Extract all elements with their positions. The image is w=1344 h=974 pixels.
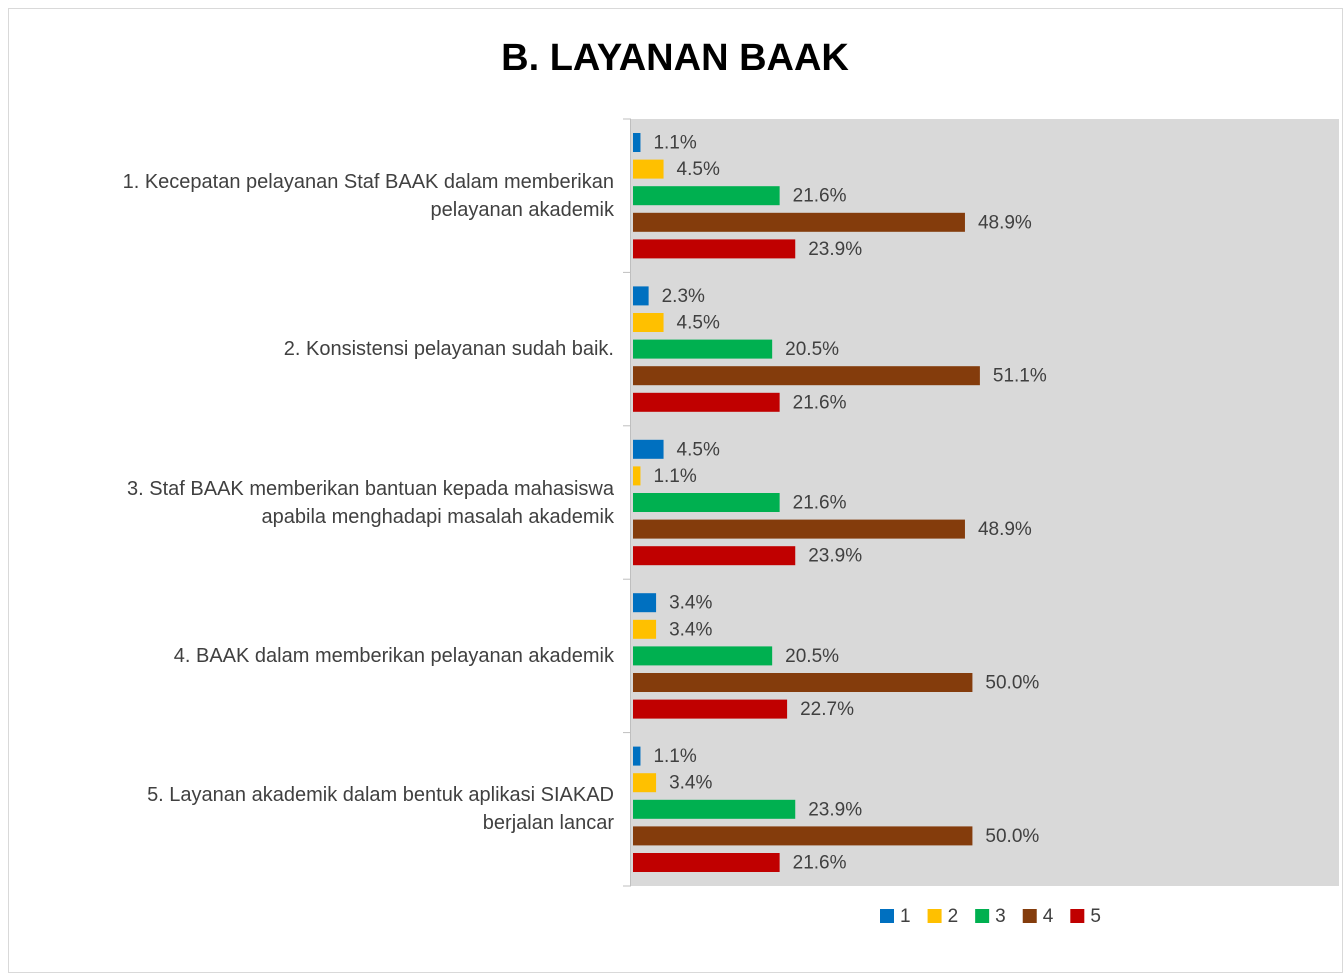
bar: [633, 339, 773, 359]
y-tick-label: 3. Staf BAAK memberikan bantuan kepada m…: [127, 477, 614, 528]
data-label: 48.9%: [978, 519, 1032, 540]
data-label: 1.1%: [653, 133, 696, 154]
y-tick-label: 5. Layanan akademik dalam bentuk aplikas…: [147, 784, 614, 835]
data-label: 48.9%: [978, 212, 1032, 233]
data-label: 3.4%: [669, 593, 712, 614]
data-label: 23.9%: [808, 546, 862, 567]
data-label: 21.6%: [793, 493, 847, 514]
bar: [633, 799, 796, 819]
bar: [633, 286, 649, 306]
legend-swatch: [975, 909, 990, 923]
bar: [633, 439, 664, 459]
bar: [633, 493, 780, 512]
data-label: 23.9%: [808, 239, 862, 260]
bar: [633, 773, 657, 793]
data-label: 3.4%: [669, 619, 712, 640]
data-label: 21.6%: [793, 853, 847, 874]
data-label: 20.5%: [785, 646, 839, 667]
data-label: 4.5%: [677, 313, 720, 334]
bar: [633, 133, 641, 152]
data-label: 1.1%: [653, 466, 696, 487]
legend-label: 4: [1043, 906, 1054, 927]
bar: [633, 366, 980, 386]
data-label: 50.0%: [985, 826, 1039, 847]
chart-title: B. LAYANAN BAAK: [501, 37, 849, 79]
legend-label: 3: [995, 906, 1006, 927]
data-label: 20.5%: [785, 339, 839, 360]
bar: [633, 646, 773, 666]
legend-swatch: [927, 909, 942, 923]
legend-swatch: [880, 909, 894, 923]
bar: [633, 186, 780, 206]
data-label: 23.9%: [808, 799, 862, 820]
bar: [633, 699, 788, 719]
y-tick-label: 1. Kecepatan pelayanan Staf BAAK dalam m…: [122, 170, 614, 221]
data-label: 21.6%: [793, 392, 847, 413]
legend-label: 5: [1090, 906, 1101, 927]
bar: [633, 466, 641, 486]
legend-swatch: [1070, 909, 1085, 923]
bar: [633, 519, 965, 539]
bar: [633, 746, 641, 766]
legend-label: 1: [900, 906, 911, 927]
data-label: 2.3%: [662, 286, 705, 307]
bar: [633, 546, 796, 566]
legend-label: 2: [948, 906, 959, 927]
bar: [633, 313, 664, 332]
bar: [633, 619, 657, 639]
bar: [633, 826, 973, 846]
bar: [633, 159, 664, 179]
bar: [633, 392, 780, 412]
bar: [633, 853, 780, 872]
data-label: 22.7%: [800, 699, 854, 720]
data-label: 51.1%: [993, 366, 1047, 387]
data-label: 21.6%: [793, 186, 847, 207]
data-label: 3.4%: [669, 773, 712, 794]
bar: [633, 593, 657, 613]
data-label: 1.1%: [653, 746, 696, 767]
y-tick-label: 4. BAAK dalam memberikan pelayanan akade…: [173, 644, 614, 667]
y-tick-label: 2. Konsistensi pelayanan sudah baik.: [283, 338, 614, 361]
bar: [633, 212, 965, 232]
data-label: 50.0%: [985, 673, 1039, 694]
bar: [633, 673, 973, 692]
data-label: 4.5%: [677, 439, 720, 460]
legend-swatch: [1022, 909, 1037, 923]
data-label: 4.5%: [677, 159, 720, 180]
bar: [633, 239, 796, 259]
